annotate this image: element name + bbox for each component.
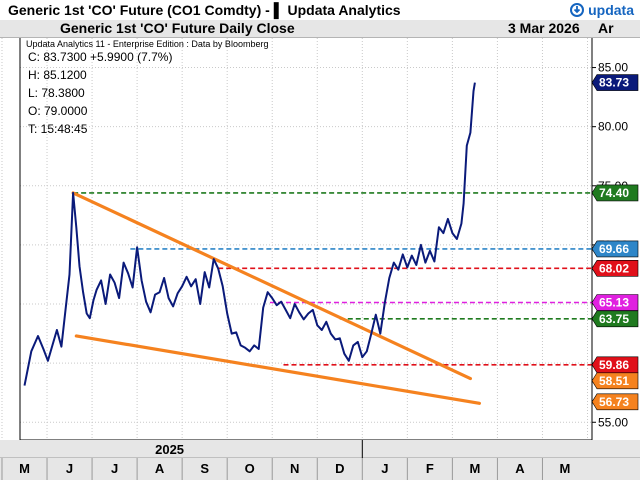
- tag-shape: [591, 240, 639, 258]
- year-band: [0, 440, 640, 458]
- tag-label: 69.66: [599, 242, 629, 256]
- price-tags: 74.40 69.66 68.02 65.13 63.75 59.86 83.73 58.51…: [591, 74, 639, 411]
- window-title-bar: Generic 1st 'CO' Future (CO1 Comdty) - ▌…: [0, 0, 640, 21]
- axis-unit-label: Ar: [598, 20, 614, 36]
- tag-label: 56.73: [599, 395, 629, 409]
- y-tick-label: 80.00: [598, 120, 628, 134]
- tag-shape: [591, 260, 639, 277]
- attribution: Updata Analytics 11 - Enterprise Edition…: [26, 39, 269, 49]
- month-band: [0, 458, 640, 480]
- tag-shape: [591, 310, 639, 328]
- low-readout: L: 78.3800: [28, 86, 85, 100]
- y-tick-label: 55.00: [598, 415, 628, 429]
- month-label: F: [426, 461, 434, 476]
- tag-shape: [591, 74, 639, 91]
- level-tag: 68.02: [591, 260, 639, 277]
- tag-shape: [591, 393, 639, 411]
- value-tag: 58.51: [591, 372, 639, 390]
- y-tick-label: 85.00: [598, 61, 628, 75]
- tag-shape: [591, 294, 639, 311]
- close-readout: C: 83.7300 +5.9900 (7.7%): [28, 50, 173, 64]
- month-label: J: [381, 461, 388, 476]
- month-label: A: [515, 461, 525, 476]
- price-line: [23, 82, 476, 386]
- value-tag: 83.73: [591, 74, 639, 91]
- month-label: M: [469, 461, 480, 476]
- tag-label: 74.40: [599, 186, 629, 200]
- level-tag: 59.86: [591, 356, 639, 374]
- tag-shape: [591, 372, 639, 390]
- trendline-upper: [71, 191, 472, 381]
- price-series: [23, 82, 476, 386]
- tag-label: 58.51: [599, 374, 629, 388]
- month-label: N: [290, 461, 299, 476]
- tag-shape: [591, 184, 639, 202]
- tag-label: 63.75: [599, 312, 629, 326]
- level-tag: 69.66: [591, 240, 639, 258]
- month-label: S: [200, 461, 209, 476]
- tag-label: 83.73: [599, 76, 629, 90]
- month-label: O: [245, 461, 255, 476]
- updata-logo-icon: [570, 3, 585, 17]
- plot-background: [20, 38, 592, 440]
- month-label: J: [66, 461, 73, 476]
- open-readout: O: 79.0000: [28, 104, 88, 118]
- value-tag: 56.73: [591, 393, 639, 411]
- window-title: Generic 1st 'CO' Future (CO1 Comdty) - ▌…: [8, 2, 401, 18]
- month-label: M: [560, 461, 571, 476]
- gridlines: [1, 38, 640, 440]
- level-tag: 65.13: [591, 294, 639, 311]
- high-readout: H: 85.1200: [28, 68, 87, 82]
- chart-title: Generic 1st 'CO' Future Daily Close: [60, 20, 295, 36]
- tag-label: 59.86: [599, 358, 629, 372]
- month-label: J: [111, 461, 118, 476]
- chart-date: 3 Mar 2026: [508, 20, 580, 36]
- trendline-lower: [74, 334, 482, 405]
- brand-logo: updata: [570, 2, 634, 18]
- tag-label: 68.02: [599, 261, 629, 275]
- chart-header: Generic 1st 'CO' Future Daily Close 3 Ma…: [0, 20, 640, 38]
- month-label: A: [155, 461, 165, 476]
- month-label: M: [19, 461, 30, 476]
- year-label: 2025: [155, 442, 184, 457]
- tag-shape: [591, 356, 639, 374]
- brand-name: updata: [588, 2, 634, 18]
- time-readout: T: 15:48:45: [28, 122, 88, 136]
- level-tag: 63.75: [591, 310, 639, 328]
- level-tag: 74.40: [591, 184, 639, 202]
- trendlines: [71, 191, 482, 405]
- tag-label: 65.13: [599, 295, 629, 309]
- month-label: D: [335, 461, 344, 476]
